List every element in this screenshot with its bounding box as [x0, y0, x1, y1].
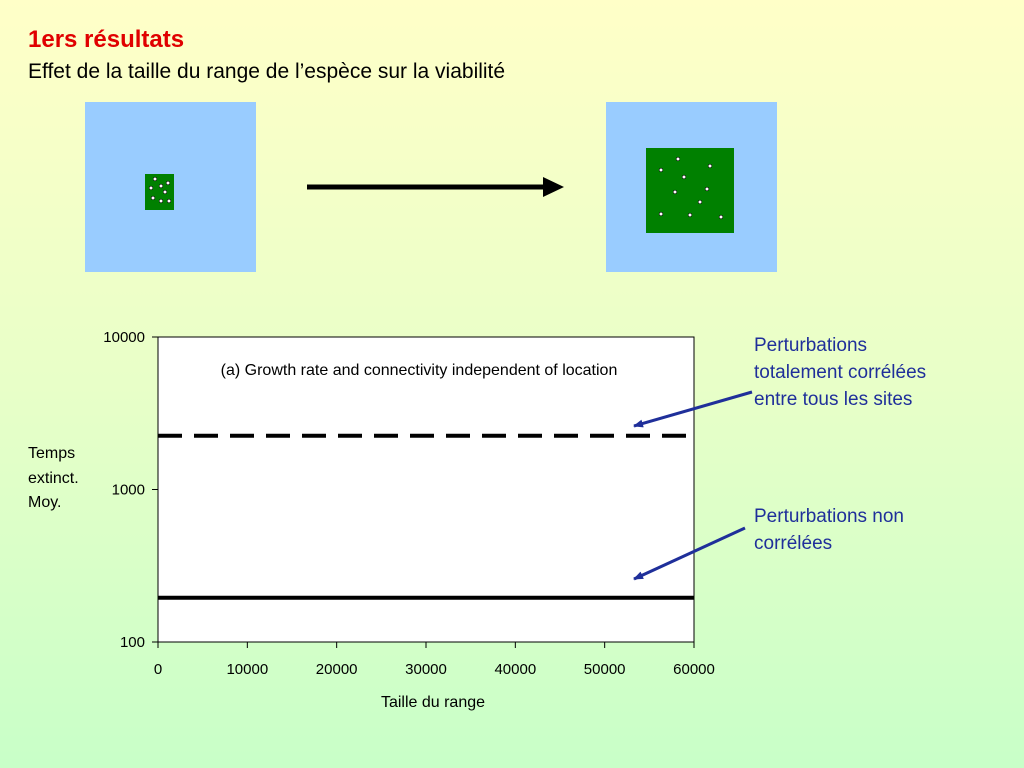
population-site — [658, 167, 664, 173]
slide-subtitle: Effet de la taille du range de l’espèce … — [28, 60, 506, 83]
large-habitat-patch — [646, 148, 734, 233]
chart-title: (a) Growth rate and connectivity indepen… — [221, 362, 618, 379]
slide-title: 1ers résultats — [28, 26, 185, 53]
population-site — [704, 186, 710, 192]
x-tick-label: 20000 — [316, 661, 358, 678]
small-population-sites — [148, 176, 172, 204]
plot-area — [157, 336, 695, 643]
population-site — [658, 211, 664, 217]
y-axis: 100 1000 10000 — [103, 329, 158, 651]
x-tick-label: 60000 — [673, 661, 715, 678]
x-tick-label: 0 — [154, 661, 162, 678]
annotation-uncorrelated: Perturbations non corrélées — [754, 506, 904, 554]
range-diagram — [85, 102, 777, 272]
x-tick-label: 50000 — [584, 661, 626, 678]
population-site — [158, 183, 164, 189]
population-site — [675, 156, 681, 162]
population-site — [687, 212, 693, 218]
series-lines — [158, 433, 694, 600]
population-site — [165, 180, 171, 186]
population-site — [718, 214, 724, 220]
population-site — [697, 199, 703, 205]
population-site — [707, 163, 713, 169]
annotation-arrow-correlated — [633, 390, 753, 428]
x-tick-label: 10000 — [226, 661, 268, 678]
population-site — [162, 189, 168, 195]
small-habitat-patch — [145, 174, 174, 210]
y-tick-label: 1000 — [112, 482, 145, 499]
population-site — [152, 176, 158, 182]
large-population-sites — [658, 156, 724, 220]
population-site — [158, 198, 164, 204]
annotation-correlated: Perturbations totalement corrélées entre… — [754, 335, 927, 410]
y-tick-label: 10000 — [103, 329, 145, 346]
annotation-arrow-uncorrelated — [633, 526, 746, 581]
x-tick-label: 40000 — [494, 661, 536, 678]
population-site — [166, 198, 172, 204]
x-tick-label: 30000 — [405, 661, 447, 678]
arrow-head — [543, 177, 564, 197]
population-site — [672, 189, 678, 195]
x-axis: 0 10000 20000 30000 40000 50000 60000 — [154, 642, 715, 678]
y-axis-label: Temps extinct. Moy. — [28, 445, 83, 511]
population-site — [150, 195, 156, 201]
population-site — [681, 174, 687, 180]
y-tick-label: 100 — [120, 634, 145, 651]
x-axis-label: Taille du range — [381, 694, 485, 711]
population-site — [148, 185, 154, 191]
